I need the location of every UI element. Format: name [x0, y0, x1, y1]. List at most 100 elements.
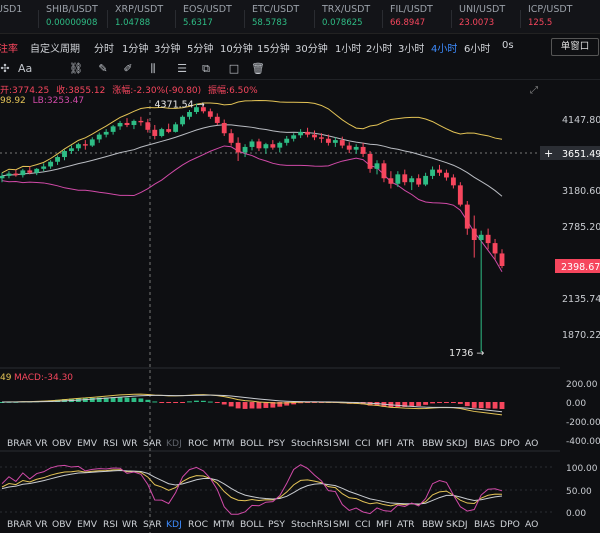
- ticker-item[interactable]: SHIB/USDT 0.00000908: [38, 4, 98, 28]
- copy-icon[interactable]: ⧉: [202, 62, 210, 75]
- indicator-tab-roc[interactable]: ROC: [188, 438, 209, 449]
- indicator-tab-boll[interactable]: BOLL: [240, 438, 264, 449]
- interval-8[interactable]: 1小时: [335, 44, 362, 55]
- indicator-tab-psy[interactable]: PSY: [268, 438, 285, 449]
- indicator-tab-psy[interactable]: PSY: [268, 519, 285, 530]
- candle-body: [277, 142, 283, 148]
- square-icon[interactable]: □: [228, 62, 240, 75]
- indicator-tab-mfi[interactable]: MFI: [376, 438, 392, 449]
- macd-bar: [416, 402, 422, 406]
- indicator-tab-dpo[interactable]: DPO: [500, 519, 520, 530]
- indicator-tab-smi[interactable]: SMI: [333, 519, 350, 530]
- interval-1[interactable]: 分时: [94, 44, 114, 55]
- macd-bar: [492, 402, 498, 409]
- indicator-tab-bbw[interactable]: BBW: [422, 519, 444, 530]
- indicator-tab-cci[interactable]: CCI: [355, 519, 371, 530]
- price-axis-tick: 1870.22: [562, 330, 600, 341]
- indicator-tab-kdj[interactable]: KDJ: [166, 519, 182, 530]
- interval-0[interactable]: 自定义周期: [30, 44, 80, 55]
- indicator-tab-bbw[interactable]: BBW: [422, 438, 444, 449]
- ticker-item[interactable]: TRX/USDT 0.078625: [314, 4, 370, 28]
- indicator-tab-bias[interactable]: BIAS: [474, 438, 496, 449]
- tab-partial[interactable]: 注率: [0, 44, 18, 55]
- macd-bar: [228, 402, 234, 407]
- indicator-tab-sar[interactable]: SAR: [143, 519, 162, 530]
- pencil-icon[interactable]: ✎: [98, 62, 108, 75]
- ticker-item[interactable]: EOS/USDT 5.6317: [175, 4, 232, 28]
- macd-bar: [471, 402, 477, 408]
- ticker-item[interactable]: FIL/USDT 66.8947: [382, 4, 433, 28]
- candle-body: [249, 141, 255, 147]
- text-icon[interactable]: Aa: [18, 62, 33, 75]
- indicator-tab-dpo[interactable]: DPO: [500, 438, 520, 449]
- brush-icon[interactable]: ✐: [123, 62, 133, 75]
- indicator-tab-brar[interactable]: BRAR: [7, 438, 32, 449]
- indicator-tab-rsi[interactable]: RSI: [103, 519, 118, 530]
- boll-lower-line: [1, 145, 503, 272]
- stack-icon[interactable]: ☰: [177, 62, 187, 75]
- indicator-tab-ao[interactable]: AO: [525, 438, 539, 449]
- indicator-tab-skdj[interactable]: SKDJ: [446, 519, 468, 530]
- indicator-tab-mfi[interactable]: MFI: [376, 519, 392, 530]
- single-window-button[interactable]: 单窗口: [551, 38, 599, 56]
- indicator-tab-mtm[interactable]: MTM: [213, 519, 235, 530]
- trash-icon[interactable]: 🗑: [251, 62, 265, 75]
- indicator-tab-emv[interactable]: EMV: [77, 519, 98, 530]
- ticker-symbol: XRP/USDT: [115, 4, 164, 15]
- link-icon[interactable]: ⛓: [69, 62, 83, 75]
- interval-10[interactable]: 3小时: [398, 44, 425, 55]
- indicator-tab-stochrsi[interactable]: StochRSI: [291, 438, 332, 449]
- interval-6[interactable]: 15分钟: [257, 44, 290, 55]
- macd-bar: [325, 402, 331, 403]
- interval-9[interactable]: 2小时: [366, 44, 393, 55]
- indicator-tab-bias[interactable]: BIAS: [474, 519, 496, 530]
- macd-bar: [346, 402, 352, 404]
- ticker-item[interactable]: XRP/USDT 1.04788: [107, 4, 164, 28]
- ticker-symbol: UNI/USDT: [459, 4, 506, 15]
- ticker-item[interactable]: ETC/USDT 58.5783: [244, 4, 299, 28]
- candle-body: [173, 124, 179, 132]
- indicator-tab-atr[interactable]: ATR: [397, 438, 415, 449]
- interval-5[interactable]: 10分钟: [220, 44, 253, 55]
- macd-bar: [402, 402, 408, 407]
- interval-3[interactable]: 3分钟: [154, 44, 181, 55]
- interval-11[interactable]: 4小时: [431, 44, 458, 55]
- indicator-tab-wr[interactable]: WR: [122, 438, 138, 449]
- candle-body: [499, 253, 505, 266]
- macd-bar: [270, 402, 276, 408]
- indicator-tab-ao[interactable]: AO: [525, 519, 539, 530]
- crosshair-icon[interactable]: ✣: [0, 62, 10, 75]
- macd-bar: [374, 402, 380, 406]
- interval-trailing[interactable]: 0s: [502, 40, 514, 51]
- interval-2[interactable]: 1分钟: [122, 44, 149, 55]
- columns-icon[interactable]: ⫼: [150, 62, 156, 75]
- indicator-tab-atr[interactable]: ATR: [397, 519, 415, 530]
- ticker-item[interactable]: ICP/USDT 125.5: [520, 4, 572, 28]
- indicator-tab-obv[interactable]: OBV: [52, 438, 72, 449]
- indicator-tab-sar[interactable]: SAR: [143, 438, 162, 449]
- indicator-tab-emv[interactable]: EMV: [77, 438, 98, 449]
- interval-12[interactable]: 6小时: [464, 44, 491, 55]
- interval-7[interactable]: 30分钟: [295, 44, 328, 55]
- indicator-tab-vr[interactable]: VR: [35, 519, 48, 530]
- indicator-tab-wr[interactable]: WR: [122, 519, 138, 530]
- indicator-tab-cci[interactable]: CCI: [355, 438, 371, 449]
- indicator-tab-obv[interactable]: OBV: [52, 519, 72, 530]
- indicator-tab-boll[interactable]: BOLL: [240, 519, 264, 530]
- boll-mid-line: [1, 124, 503, 197]
- indicator-tab-vr[interactable]: VR: [35, 438, 48, 449]
- indicator-tab-brar[interactable]: BRAR: [7, 519, 32, 530]
- interval-4[interactable]: 5分钟: [187, 44, 214, 55]
- indicator-tab-mtm[interactable]: MTM: [213, 438, 235, 449]
- ticker-item[interactable]: UNI/USDT 23.0073: [451, 4, 506, 28]
- ticker-item[interactable]: USD1: [0, 4, 22, 18]
- indicator-tab-kdj[interactable]: KDJ: [166, 438, 182, 449]
- close-value: 收:3855.12: [56, 86, 106, 96]
- indicator-tab-roc[interactable]: ROC: [188, 519, 209, 530]
- indicator-tab-rsi[interactable]: RSI: [103, 438, 118, 449]
- indicator-tab-skdj[interactable]: SKDJ: [446, 438, 468, 449]
- expand-icon[interactable]: ⤢: [530, 85, 538, 96]
- indicator-tab-smi[interactable]: SMI: [333, 438, 350, 449]
- macd-bar: [131, 397, 137, 402]
- indicator-tab-stochrsi[interactable]: StochRSI: [291, 519, 332, 530]
